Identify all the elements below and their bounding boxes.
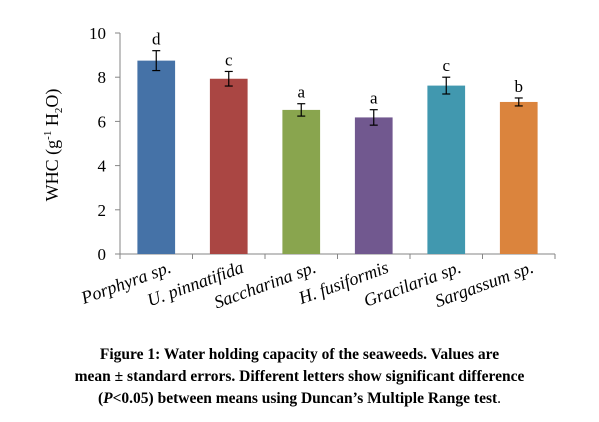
- caption-line-1: Figure 1: Water holding capacity of the …: [99, 346, 500, 363]
- significance-letter: a: [297, 83, 305, 102]
- bars: [137, 60, 538, 255]
- bar: [427, 85, 466, 255]
- caption-p-symbol: P: [103, 390, 113, 407]
- bar: [209, 78, 248, 254]
- bar: [499, 101, 538, 255]
- y-tick-label: 4: [98, 157, 107, 176]
- y-tick-label: 6: [98, 112, 107, 131]
- bar: [137, 60, 176, 254]
- ylabel-suffix: O): [42, 89, 63, 108]
- y-tick-label: 0: [98, 245, 107, 264]
- ylabel-superscript: -1: [42, 131, 54, 140]
- figure-caption: Figure 1: Water holding capacity of the …: [0, 344, 599, 410]
- chart-axes: [119, 33, 555, 255]
- bar: [282, 109, 321, 255]
- caption-line-3-text: <0.05) between means using Duncan’s Mult…: [112, 390, 498, 407]
- caption-line-2: mean ± standard errors. Different letter…: [74, 368, 525, 385]
- significance-letter: c: [225, 50, 233, 69]
- significance-letter: b: [515, 77, 524, 96]
- bar-chart: 0 2 4 6 8 10 d c a a c b Porphyra sp.U. pinnatifid…: [42, 24, 556, 312]
- significance-letter: d: [152, 30, 161, 49]
- y-tick-label: 10: [89, 24, 106, 43]
- significance-letters: d c a a c b: [152, 30, 523, 108]
- bar: [354, 117, 393, 254]
- significance-letter: c: [442, 56, 450, 75]
- ylabel-middle: H: [42, 113, 62, 131]
- error-bars: [152, 50, 523, 126]
- y-ticks: 0 2 4 6 8 10: [89, 24, 556, 264]
- ylabel-prefix: WHC (g: [42, 140, 63, 202]
- caption-final-period: .: [497, 390, 502, 407]
- caption-line-3: (P<0.05) between means using Duncan’s Mu…: [0, 388, 599, 410]
- y-tick-label: 2: [98, 201, 107, 220]
- y-tick-label: 8: [98, 68, 107, 87]
- ylabel-subscript: 2: [53, 108, 65, 114]
- y-axis-title: WHC (g-1 H2O): [42, 89, 65, 202]
- significance-letter: a: [370, 89, 378, 108]
- caption-open-paren: (: [97, 390, 104, 407]
